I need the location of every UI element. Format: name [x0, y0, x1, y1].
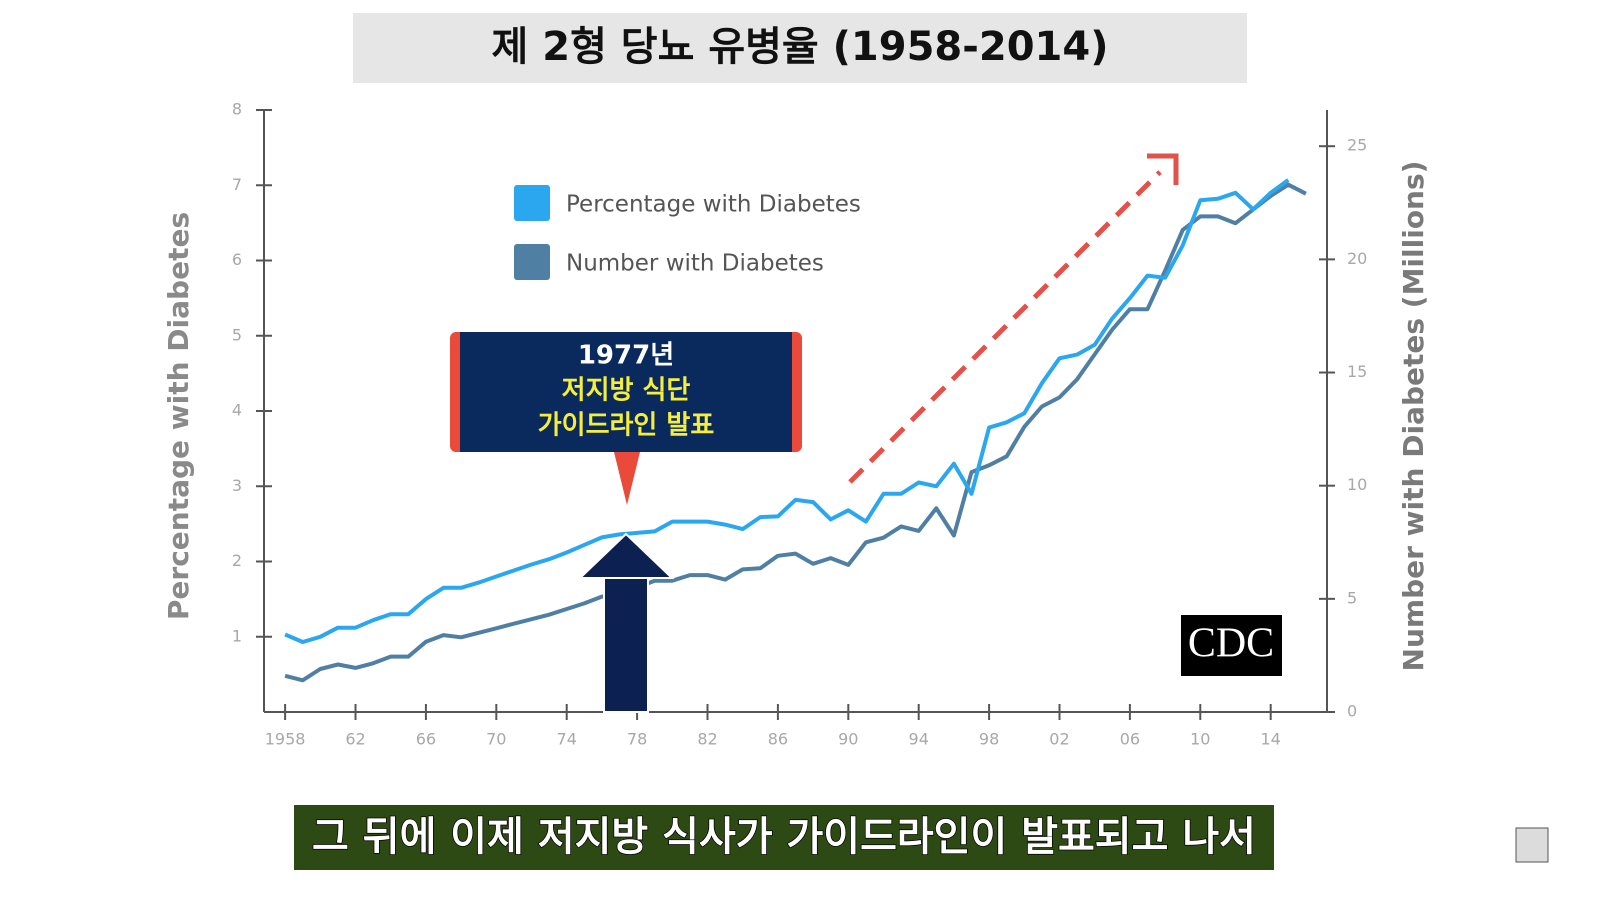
callout-box: [460, 332, 792, 452]
chart-title: 제 2형 당뇨 유병율 (1958-2014): [492, 24, 1109, 70]
y2-tick-label: 5: [1347, 588, 1357, 607]
y2-tick-label: 25: [1347, 136, 1367, 155]
callout-text: 1977년: [578, 341, 674, 371]
x-tick-label: 06: [1120, 730, 1140, 749]
callout-text: 가이드라인 발표: [538, 411, 715, 441]
y-tick-label: 1: [232, 626, 242, 645]
y-tick-label: 3: [232, 476, 242, 495]
y-tick-label: 4: [232, 401, 242, 420]
y2-tick-label: 0: [1347, 702, 1357, 721]
x-tick-label: 14: [1261, 730, 1281, 749]
legend: Percentage with Diabetes Number with Dia…: [514, 185, 861, 280]
callout-pointer: [614, 452, 640, 505]
y-tick-label: 2: [232, 551, 242, 570]
arrow-shaft: [603, 577, 649, 713]
legend-label: Number with Diabetes: [566, 251, 824, 277]
title-box: [353, 13, 1247, 83]
caption: 그 뒤에 이제 저지방 식사가 가이드라인이 발표되고 나서: [312, 814, 1256, 860]
x-tick-label: 1958: [265, 730, 306, 749]
y-tick-label: 6: [232, 250, 242, 269]
x-tick-label: 98: [979, 730, 999, 749]
x-tick-label: 94: [909, 730, 929, 749]
caption-box: [294, 805, 1274, 870]
y2-tick-label: 15: [1347, 362, 1367, 381]
x-tick-label: 66: [416, 730, 436, 749]
series-line: [284, 178, 1290, 644]
logo: CDC: [1188, 621, 1274, 667]
y2-tick-label: 10: [1347, 475, 1367, 494]
y-axis-label: Percentage with Diabetes: [162, 212, 195, 620]
x-tick-label: 02: [1049, 730, 1069, 749]
callout: 1977년 저지방 식단 가이드라인 발표: [450, 332, 802, 505]
up-arrow: [577, 532, 675, 713]
x-tick-label: 10: [1190, 730, 1210, 749]
y2-tick-label: 20: [1347, 249, 1367, 268]
x-tick-label: 86: [768, 730, 788, 749]
arrow-head: [577, 532, 675, 579]
x-tick-label: 62: [345, 730, 365, 749]
series-line: [284, 182, 1307, 683]
callout-text: 저지방 식단: [562, 376, 691, 406]
y-tick-label: 8: [232, 100, 242, 119]
legend-label: Percentage with Diabetes: [566, 192, 861, 218]
x-tick-label: 90: [838, 730, 858, 749]
trend-arrow-head: [1147, 153, 1179, 185]
x-tick-label: 78: [627, 730, 647, 749]
logo-box: [1181, 615, 1282, 676]
y-tick-label: 7: [232, 175, 242, 194]
x-tick-label: 70: [486, 730, 506, 749]
legend-swatch: [514, 244, 550, 280]
avatar-icon: [1515, 827, 1549, 863]
y2-axis-label: Number with Diabetes (Millions): [1397, 161, 1430, 672]
x-tick-label: 74: [557, 730, 577, 749]
y-tick-label: 5: [232, 325, 242, 344]
legend-swatch: [514, 185, 550, 221]
trend-arrow: [848, 170, 1162, 484]
x-tick-label: 82: [697, 730, 717, 749]
